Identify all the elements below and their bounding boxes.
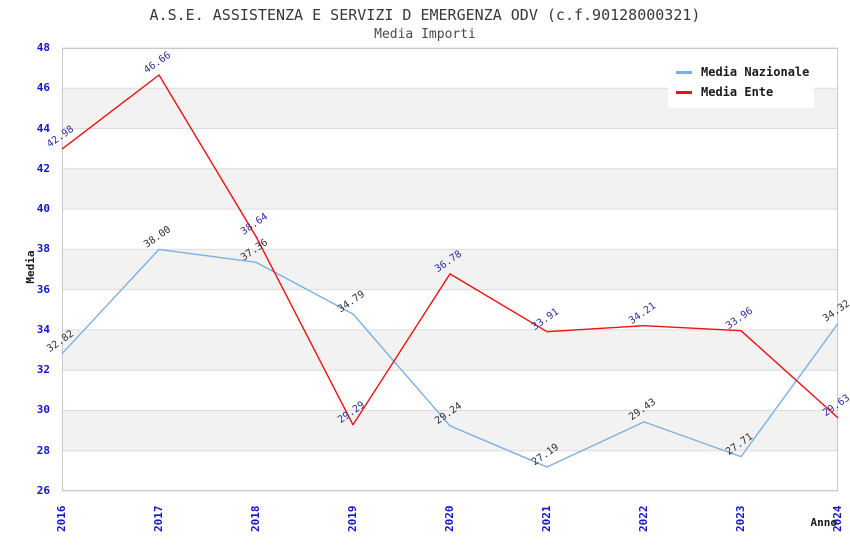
x-tick-label: 2018 <box>249 505 262 533</box>
chart-title: A.S.E. ASSISTENZA E SERVIZI D EMERGENZA … <box>149 6 701 24</box>
data-label: 38.00 <box>142 224 173 250</box>
x-tick-label: 2022 <box>637 505 650 533</box>
series-line-1 <box>61 74 839 426</box>
legend-item-media-nazionale: Media Nazionale <box>676 62 810 82</box>
data-label: 34.21 <box>627 301 658 327</box>
plot-band <box>62 168 838 210</box>
plot-band <box>62 329 838 371</box>
series-line-0 <box>61 248 839 468</box>
data-label: 46.66 <box>142 50 173 76</box>
y-tick-label: 34 <box>36 323 50 336</box>
x-tick-label: 2020 <box>443 505 456 533</box>
legend-label-media-ente: Media Ente <box>701 85 774 99</box>
y-axis-title: Media <box>24 250 37 284</box>
x-tick-label: 2019 <box>346 505 359 533</box>
y-tick-label: 36 <box>36 283 50 296</box>
x-tick-label: 2017 <box>152 505 165 533</box>
y-tick-label: 28 <box>36 444 50 457</box>
legend-swatch-blue-line <box>676 70 692 74</box>
data-label: 33.91 <box>530 307 561 333</box>
y-tick-label: 30 <box>36 403 50 416</box>
x-tick-label: 2023 <box>734 505 747 533</box>
plot-band <box>62 410 838 451</box>
legend-label-media-nazionale: Media Nazionale <box>701 65 810 79</box>
x-axis-title: Anno <box>810 516 838 529</box>
y-tick-label: 38 <box>36 242 50 255</box>
x-tick-label: 2021 <box>540 505 553 533</box>
y-tick-label: 42 <box>36 162 50 175</box>
data-label: 34.32 <box>821 298 850 324</box>
y-tick-label: 32 <box>36 363 50 376</box>
data-label: 33.96 <box>724 306 755 332</box>
data-label: 34.79 <box>336 289 367 315</box>
plot-band <box>62 249 838 290</box>
y-tick-label: 48 <box>36 41 50 54</box>
x-tick-label: 2016 <box>55 505 68 533</box>
plot-area: 32.82 38.00 37.36 34.79 29.24 27.19 29.43 27.71… <box>45 47 850 492</box>
legend-swatch-red-line <box>676 90 692 94</box>
legend-item-media-ente: Media Ente <box>676 82 806 102</box>
y-tick-label: 26 <box>36 484 50 497</box>
plot-border <box>62 48 838 491</box>
y-tick-label: 40 <box>36 202 50 215</box>
y-tick-label: 44 <box>36 122 50 135</box>
chart-subtitle: Media Importi <box>374 27 476 42</box>
legend: Media Nazionale Media Ente <box>668 57 814 108</box>
y-tick-label: 46 <box>36 81 50 94</box>
